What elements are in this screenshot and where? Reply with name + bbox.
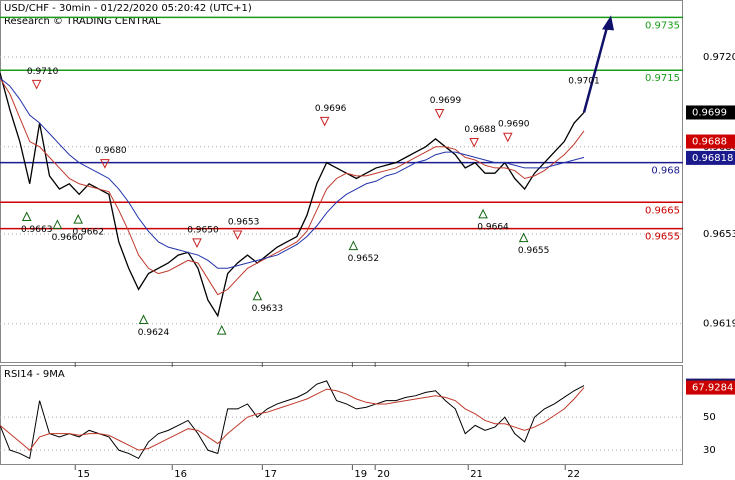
low-label: 0.9633 [252,304,284,314]
low-marker [348,240,359,251]
series-line [0,77,585,269]
high-marker [469,138,479,148]
target-label: 0.9701 [568,77,600,87]
low-marker [138,314,149,325]
price-marker-label: 0.9688 [692,137,727,148]
high-marker [232,230,243,241]
low-marker [216,324,227,335]
series-line [0,77,585,296]
low-label: 0.9652 [348,254,380,264]
chart-subtitle: Research © TRADING CENTRAL [4,16,161,27]
low-label: 0.9664 [477,222,509,232]
series-line [0,380,585,460]
high-marker [31,79,42,90]
high-label: 0.9696 [315,104,347,114]
level-label: 0.9655 [645,232,680,243]
y-tick-label: 50 [703,412,716,423]
high-label: 0.9690 [498,120,530,130]
series-line [0,72,585,318]
high-label: 0.9688 [464,125,496,135]
low-marker [52,219,63,229]
high-marker [502,132,513,143]
high-marker [434,108,445,119]
low-marker [478,208,488,219]
level-label: 0.9735 [645,20,680,31]
x-tick-label: 15 [77,469,90,480]
price-marker-label: 0.9699 [692,107,727,118]
y-tick-label: 0.9653 [703,229,735,240]
y-tick-label: 0.9720 [703,52,735,63]
low-marker [21,211,32,222]
projection-arrow [582,23,610,113]
low-label: 0.9655 [518,246,550,256]
arrow-head [602,15,615,31]
x-tick-label: 21 [470,469,483,480]
chart-title: USD/CHF - 30min - 01/22/2020 05:20:42 (U… [4,3,252,14]
x-tick-label: 22 [567,469,580,480]
high-label: 0.9710 [27,67,59,77]
low-label: 0.9624 [138,328,170,338]
price-marker-label: 0.96818 [692,153,733,164]
high-marker [192,238,202,248]
low-marker [518,232,529,243]
series-line [0,387,585,451]
x-tick-label: 16 [174,469,187,480]
low-label: 0.9662 [72,228,104,238]
y-tick-label: 0.9619 [703,319,735,330]
high-label: 0.9653 [228,217,260,227]
low-marker [73,214,84,224]
low-marker [252,290,263,301]
x-tick-label: 17 [264,469,277,480]
high-marker [319,116,330,127]
price-marker [686,380,735,395]
rsi-frame [0,365,683,465]
low-label: 0.9663 [21,225,53,235]
high-label: 0.9680 [95,146,127,156]
high-label: 0.9699 [430,96,462,106]
y-tick-label: 30 [703,445,716,456]
price-marker [686,150,735,165]
low-label: 0.9660 [52,233,84,243]
x-tick-label: 20 [377,469,390,480]
level-label: 0.968 [651,166,680,177]
price-marker [686,105,735,120]
high-marker [100,159,110,169]
price-marker [686,134,735,149]
level-label: 0.9665 [645,205,680,216]
level-label: 0.9715 [645,73,680,84]
rsi-title: RSI14 - 9MA [4,369,65,380]
price-marker-label: 67.9284 [692,383,733,394]
x-tick-label: 19 [354,469,367,480]
high-label: 0.9650 [187,225,219,235]
price-frame [0,0,683,363]
